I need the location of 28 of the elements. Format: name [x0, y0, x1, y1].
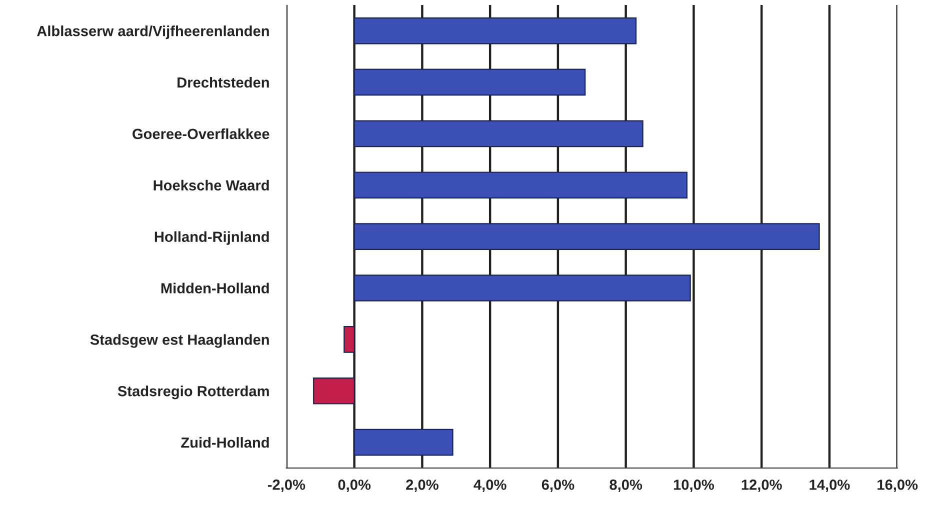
x-tick-label: 16,0%	[878, 480, 918, 492]
y-tick-label: Holland-Rijnland	[154, 231, 269, 245]
x-tick-label: 12,0%	[742, 480, 782, 492]
y-tick-label: Stadsregio Rotterdam	[118, 386, 269, 400]
y-tick-label: Alblasserw aard/Vijfheerenlanden	[36, 25, 269, 40]
bar	[354, 172, 688, 199]
y-tick-label: Goeree-Overflakkee	[132, 128, 270, 140]
x-tick-label: 6,0%	[542, 480, 574, 492]
x-tick-label: 0,0%	[338, 480, 371, 492]
x-tick-label: 8,0%	[610, 480, 642, 492]
x-tick-label: 10,0%	[674, 480, 714, 492]
bar	[354, 17, 637, 44]
bar	[354, 223, 820, 250]
bar	[354, 68, 586, 96]
bar	[313, 377, 355, 404]
bar	[354, 274, 691, 302]
bar	[354, 428, 454, 456]
bar	[344, 326, 355, 353]
y-tick-label: Zuid-Holland	[181, 437, 269, 448]
y-tick-label: Drechtsteden	[178, 76, 269, 88]
bar	[354, 120, 644, 148]
y-tick-label: Midden-Holland	[161, 282, 269, 294]
y-tick-label: Hoeksche Waard	[154, 180, 269, 191]
x-tick-label: 14,0%	[810, 480, 850, 492]
x-tick-label: 2,0%	[406, 480, 438, 492]
y-tick-label: Stadsgew est Haaglanden	[90, 334, 269, 348]
x-tick-label: -2,0%	[268, 480, 306, 492]
x-tick-label: 4,0%	[474, 480, 506, 492]
